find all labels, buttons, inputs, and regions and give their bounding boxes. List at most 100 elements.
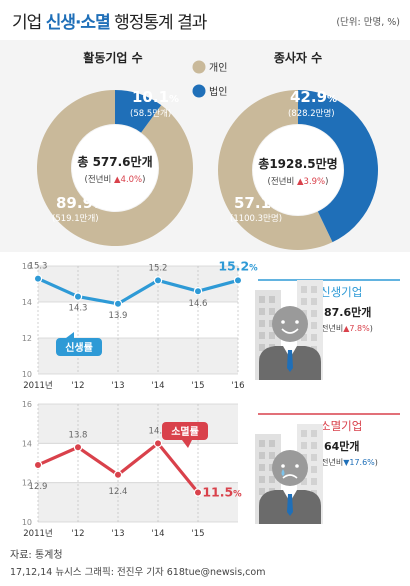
happy-person-icon: [255, 280, 323, 380]
side-value: 64만개: [324, 439, 360, 453]
y-tick-label: 16: [22, 262, 32, 271]
building-window: [259, 440, 265, 447]
building-window: [259, 332, 265, 339]
change-prefix: (전년비: [268, 176, 297, 187]
y-tick-label: 12: [22, 479, 32, 488]
source-note: 자료: 통계청: [10, 550, 63, 561]
pct-value: 57.1: [234, 194, 271, 212]
y-tick-label: 10: [22, 370, 32, 379]
building-window: [301, 478, 307, 485]
slice-label-corporate-sub: (58.5만개): [130, 108, 171, 119]
donut-center-total: 총 577.6만개: [77, 154, 152, 169]
person-eye: [281, 464, 285, 468]
building-window: [311, 286, 317, 293]
building-window: [311, 454, 317, 461]
data-point: [33, 274, 43, 283]
pct-value: 42.9: [290, 88, 327, 106]
donut-slice-corporate: [298, 90, 378, 243]
data-point: [193, 488, 203, 497]
pct-suffix: %: [327, 94, 337, 105]
data-label: 11.5%: [202, 485, 242, 500]
person-eye: [281, 320, 285, 324]
building-window: [259, 320, 265, 327]
series-callout-label: 소멸률: [171, 425, 199, 438]
data-label: 13.8: [69, 430, 88, 440]
change-suffix: ): [142, 175, 145, 185]
data-label-value: 14.6: [189, 299, 208, 309]
unit-note: (단위: 만명, %): [336, 17, 400, 28]
slice-label-individual-pct: 89.9%: [56, 194, 103, 212]
building-window: [259, 296, 265, 303]
data-point: [233, 276, 243, 285]
data-label: 12.4: [109, 487, 128, 497]
building-window: [269, 296, 275, 303]
series-callout-tail: [182, 440, 192, 448]
legend-label: 법인: [209, 86, 227, 98]
building-window: [311, 442, 317, 449]
data-point: [33, 460, 43, 470]
side-change-prefix: (전년비: [318, 457, 343, 467]
donut-hole: [253, 125, 343, 215]
donut-slice-corporate: [115, 90, 162, 133]
person-mouth: [282, 474, 298, 479]
footer: 자료: 통계청 17,12,14 뉴시스 그래픽: 전진우 기자 618tue@…: [0, 540, 410, 586]
data-point: [73, 443, 83, 452]
data-label-suffix: %: [233, 490, 242, 500]
person-tie: [287, 494, 293, 516]
x-tick-label: '14: [151, 529, 164, 539]
side-change-value: ▲7.8%: [343, 324, 370, 333]
data-point: [193, 287, 203, 296]
series-callout-label: 신생률: [65, 341, 93, 354]
building-window: [259, 476, 265, 483]
data-label-value: 15.2: [149, 263, 168, 273]
data-label-value: 14.0: [149, 426, 168, 436]
plot-band: [38, 482, 238, 522]
series-callout-tail: [66, 332, 74, 338]
plot-band: [38, 302, 238, 338]
pct-value: 89.9: [56, 194, 93, 212]
building-window: [311, 430, 317, 437]
y-tick-label: 10: [22, 518, 32, 527]
side-change: (전년비▲7.8%): [318, 323, 373, 333]
y-tick-label: 14: [22, 298, 32, 307]
side-title: 신생기업: [320, 285, 362, 299]
title-prefix: 기업: [12, 13, 46, 33]
change-prefix: (전년비: [85, 174, 114, 185]
x-tick-label: '15: [191, 529, 204, 539]
change-value: ▲3.9%: [297, 177, 325, 187]
building-window: [311, 478, 317, 485]
data-label: 15.2: [149, 263, 168, 273]
birth-rate-panel: 16 14 12 10 2011년 '12 '13 '14 '15 '16 15.3 14.3 13.9…: [0, 252, 410, 391]
data-label: 15.3: [29, 262, 48, 272]
person-eye: [295, 464, 299, 468]
building-window: [269, 476, 275, 483]
person-eye: [295, 320, 299, 324]
data-label: 15.2%: [218, 258, 258, 273]
data-label-value: 14.3: [69, 304, 88, 314]
slice-label-individual-pct: 57.1%: [234, 194, 281, 212]
pct-value: 10.1: [132, 88, 169, 106]
data-label-value: 12.4: [109, 487, 128, 497]
slice-label-corporate-pct: 42.9%: [290, 88, 337, 106]
donut-slice-individual: [36, 90, 193, 246]
building-window: [269, 308, 275, 315]
building-window: [311, 322, 317, 329]
building-window: [311, 466, 317, 473]
sad-person-icon: [255, 424, 323, 524]
data-point: [113, 299, 123, 309]
side-change: (전년비▼17.6%): [318, 457, 378, 467]
credit-note: 17,12,14 뉴시스 그래픽: 전진우 기자 618tue@newsis,c…: [10, 567, 266, 578]
tear-icon: [281, 469, 285, 476]
donut-title: 활동기업 수: [83, 50, 142, 65]
building-window: [269, 452, 275, 459]
legend-swatch: [192, 60, 206, 74]
data-label: 13.9: [109, 311, 128, 321]
x-tick-label: '13: [111, 529, 124, 539]
person-head: [272, 306, 308, 342]
data-label-value: 13.8: [69, 430, 88, 440]
change-value: ▲4.0%: [114, 175, 142, 185]
side-value: 87.6만개: [324, 305, 371, 319]
slice-label-individual-sub: (1100.3만명): [230, 213, 282, 224]
